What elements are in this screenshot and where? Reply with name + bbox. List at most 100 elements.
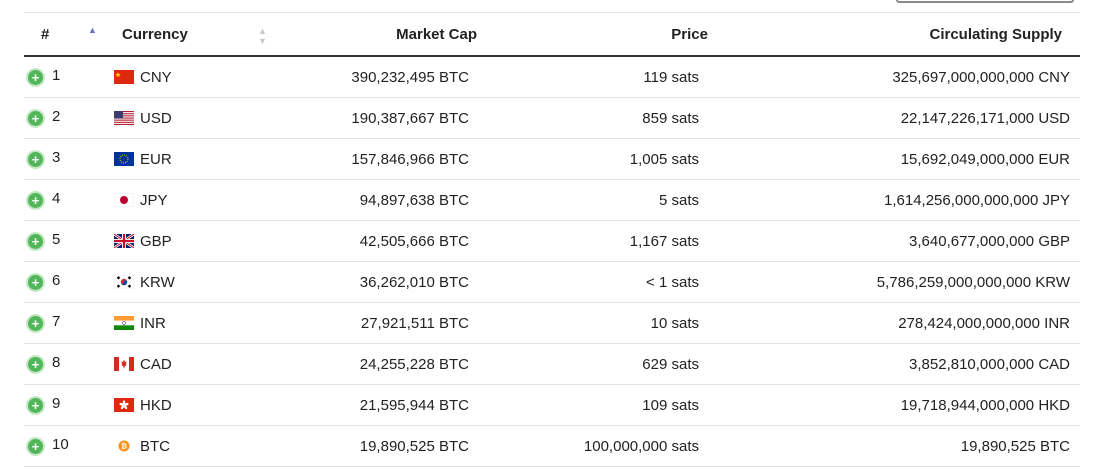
rank-cell: +1	[24, 56, 114, 98]
price-cell: 1,167 sats	[491, 220, 714, 262]
table-row[interactable]: +4 JPY 94,897,638 BTC 5 sats 1,614,256,0…	[24, 179, 1080, 221]
top-divider	[24, 12, 1080, 13]
canada-flag-icon	[114, 356, 134, 371]
table-row[interactable]: +2 USD 190,387,667 BTC 859 sats 22,147,2…	[24, 97, 1080, 139]
table-row[interactable]: +7 INR 27,921,511 BTC 10 sats 278,424,00…	[24, 302, 1080, 344]
market-cap-header-label: Market Cap	[396, 25, 477, 43]
add-currency-plus-icon[interactable]: +	[26, 273, 45, 292]
rank-cell: +8	[24, 343, 114, 385]
currency-code[interactable]: EUR	[140, 150, 172, 168]
currency-code[interactable]: HKD	[140, 396, 172, 414]
table-row[interactable]: +3 EUR 157,846,966 BTC 1,005 sats 15,692…	[24, 138, 1080, 180]
bitcoin-icon: ₿	[114, 439, 134, 453]
currency-cell: GBP	[114, 220, 284, 262]
rank-value: 8	[52, 354, 61, 371]
market-cap-cell: 157,846,966 BTC	[284, 138, 491, 180]
rank-value: 5	[52, 231, 61, 248]
supply-cell: 22,147,226,171,000 USD	[714, 97, 1080, 139]
currency-code[interactable]: USD	[140, 109, 172, 127]
supply-cell: 3,852,810,000,000 CAD	[714, 343, 1080, 385]
price-cell: 859 sats	[491, 97, 714, 139]
currency-cell: EUR	[114, 138, 284, 180]
currency-code[interactable]: CNY	[140, 68, 172, 86]
eu-flag-icon	[114, 151, 134, 166]
currency-column-header[interactable]: Currency ▲ ▼	[114, 13, 284, 57]
usa-flag-icon	[114, 110, 134, 125]
supply-cell: 1,614,256,000,000,000 JPY	[714, 179, 1080, 221]
market-cap-cell: 19,890,525 BTC	[284, 425, 491, 467]
currency-table: # ▲ Currency ▲ ▼ Market Cap Price Circula…	[24, 13, 1080, 467]
add-currency-plus-icon[interactable]: +	[26, 150, 45, 169]
currency-code[interactable]: JPY	[140, 191, 168, 209]
sort-ascending-icon: ▲	[88, 25, 97, 35]
rank-value: 3	[52, 149, 61, 166]
south-korea-flag-icon	[114, 274, 134, 289]
currency-header-label: Currency	[122, 25, 188, 43]
japan-flag-icon	[114, 192, 134, 207]
currency-cell: JPY	[114, 179, 284, 221]
supply-header-label: Circulating Supply	[929, 25, 1062, 43]
currency-cell: USD	[114, 97, 284, 139]
currency-code[interactable]: KRW	[140, 273, 175, 291]
add-currency-plus-icon[interactable]: +	[26, 437, 45, 456]
table-row[interactable]: +10 ₿ BTC 19,890,525 BTC 100,000,000 sats…	[24, 425, 1080, 467]
svg-text:₿: ₿	[121, 441, 127, 450]
supply-cell: 325,697,000,000,000 CNY	[714, 56, 1080, 98]
add-currency-plus-icon[interactable]: +	[26, 109, 45, 128]
china-flag-icon	[114, 69, 134, 84]
market-cap-cell: 190,387,667 BTC	[284, 97, 491, 139]
rank-cell: +9	[24, 384, 114, 426]
currency-code[interactable]: INR	[140, 314, 166, 332]
rank-value: 2	[52, 108, 61, 125]
sort-icon: ▲ ▼	[258, 26, 267, 46]
price-cell: 109 sats	[491, 384, 714, 426]
supply-cell: 19,718,944,000,000 HKD	[714, 384, 1080, 426]
table-row[interactable]: +6 KRW 36,262,010 BTC < 1 sats 5,786,259…	[24, 261, 1080, 303]
rank-value: 10	[52, 436, 69, 453]
table-row[interactable]: +8 CAD 24,255,228 BTC 629 sats 3,852,810…	[24, 343, 1080, 385]
market-cap-column-header[interactable]: Market Cap	[284, 13, 491, 57]
table-row[interactable]: +1 CNY 390,232,495 BTC 119 sats 325,697,…	[24, 56, 1080, 98]
supply-cell: 278,424,000,000,000 INR	[714, 302, 1080, 344]
price-cell: 119 sats	[491, 56, 714, 98]
search-box-edge[interactable]	[896, 0, 1074, 3]
rank-value: 4	[52, 190, 61, 207]
price-column-header[interactable]: Price	[491, 13, 714, 57]
add-currency-plus-icon[interactable]: +	[26, 314, 45, 333]
add-currency-plus-icon[interactable]: +	[26, 191, 45, 210]
currency-code[interactable]: CAD	[140, 355, 172, 373]
market-cap-cell: 27,921,511 BTC	[284, 302, 491, 344]
supply-cell: 3,640,677,000,000 GBP	[714, 220, 1080, 262]
currency-code[interactable]: GBP	[140, 232, 172, 250]
currency-cell: INR	[114, 302, 284, 344]
price-cell: < 1 sats	[491, 261, 714, 303]
rank-cell: +3	[24, 138, 114, 180]
market-cap-cell: 24,255,228 BTC	[284, 343, 491, 385]
market-cap-cell: 390,232,495 BTC	[284, 56, 491, 98]
supply-column-header[interactable]: Circulating Supply	[714, 13, 1080, 57]
supply-cell: 5,786,259,000,000,000 KRW	[714, 261, 1080, 303]
add-currency-plus-icon[interactable]: +	[26, 232, 45, 251]
currency-code[interactable]: BTC	[140, 437, 170, 455]
rank-column-header[interactable]: # ▲	[24, 13, 114, 57]
add-currency-plus-icon[interactable]: +	[26, 68, 45, 87]
currency-cell: HKD	[114, 384, 284, 426]
table-row[interactable]: +5 GBP 42,505,666 BTC 1,167 sats 3,640,6…	[24, 220, 1080, 262]
table-header-row: # ▲ Currency ▲ ▼ Market Cap Price Circula…	[24, 13, 1080, 57]
supply-cell: 19,890,525 BTC	[714, 425, 1080, 467]
supply-cell: 15,692,049,000,000 EUR	[714, 138, 1080, 180]
add-currency-plus-icon[interactable]: +	[26, 396, 45, 415]
add-currency-plus-icon[interactable]: +	[26, 355, 45, 374]
rank-value: 6	[52, 272, 61, 289]
market-cap-cell: 94,897,638 BTC	[284, 179, 491, 221]
currency-cell: ₿ BTC	[114, 425, 284, 467]
rank-cell: +5	[24, 220, 114, 262]
price-cell: 10 sats	[491, 302, 714, 344]
currency-cell: CAD	[114, 343, 284, 385]
price-header-label: Price	[671, 25, 708, 43]
rank-cell: +6	[24, 261, 114, 303]
market-cap-cell: 36,262,010 BTC	[284, 261, 491, 303]
rank-cell: +10	[24, 425, 114, 467]
currency-cell: CNY	[114, 56, 284, 98]
table-row[interactable]: +9 HKD 21,595,944 BTC 109 sats 19,718,94…	[24, 384, 1080, 426]
